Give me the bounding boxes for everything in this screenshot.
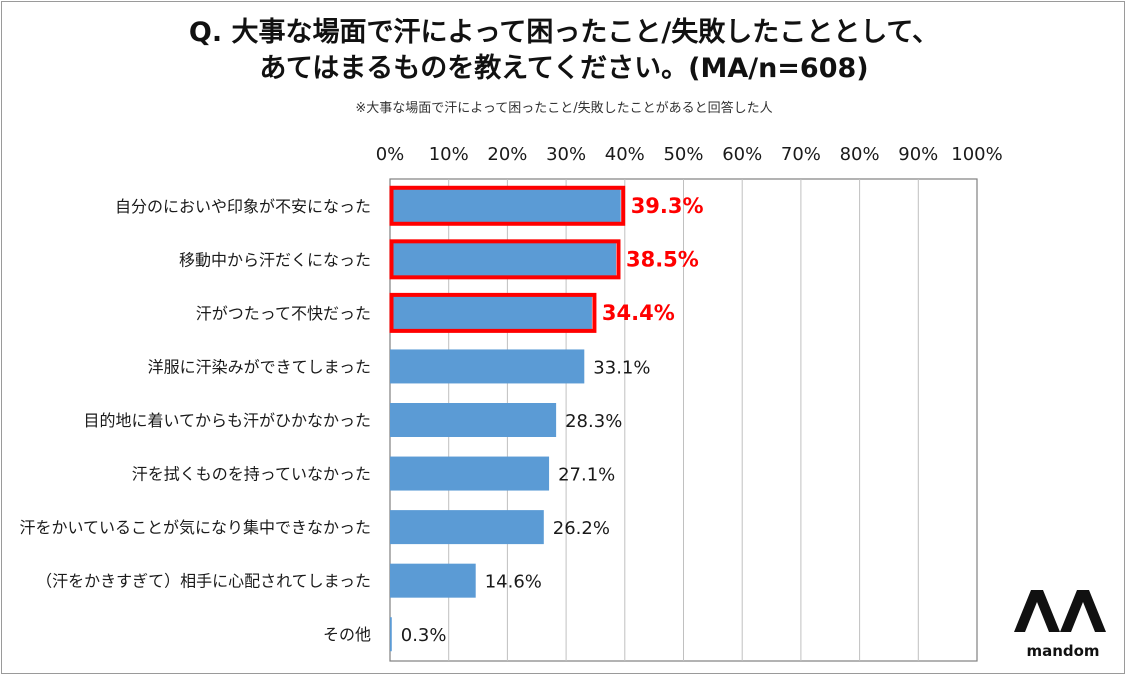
x-tick-label: 100%	[951, 144, 1002, 165]
category-label: その他	[323, 625, 371, 644]
data-label: 0.3%	[401, 625, 447, 646]
bar	[390, 563, 476, 598]
chart-title-line-1: Q. 大事な場面で汗によって困ったこと/失敗したこととして、	[188, 17, 940, 48]
data-label: 28.3%	[565, 411, 622, 432]
bar	[390, 510, 544, 545]
x-tick-label: 40%	[605, 144, 645, 165]
data-label: 38.5%	[626, 247, 699, 271]
x-tick-label: 70%	[781, 144, 821, 165]
bar	[390, 617, 392, 652]
x-tick-label: 10%	[429, 144, 469, 165]
category-label: （汗をかきすぎて）相手に心配されてしまった	[36, 572, 371, 591]
category-label: 移動中から汗だくになった	[179, 250, 371, 269]
x-tick-label: 30%	[546, 144, 586, 165]
category-label: 汗がつたって不快だった	[196, 304, 371, 323]
brand-name: mandom	[1026, 642, 1100, 660]
x-tick-label: 0%	[376, 144, 405, 165]
x-tick-label: 50%	[663, 144, 703, 165]
category-label: 目的地に着いてからも汗がひかなかった	[83, 411, 371, 430]
data-label: 14.6%	[485, 572, 542, 593]
bar-highlight-box	[389, 292, 597, 333]
data-label: 26.2%	[553, 518, 610, 539]
bar-highlight-box	[389, 185, 626, 226]
chart-title-line-2: あてはまるものを教えてください。(MA/n=608)	[259, 53, 869, 84]
bar	[390, 188, 621, 223]
bar	[390, 349, 585, 384]
bar	[390, 403, 557, 437]
bar	[390, 295, 592, 330]
category-label: 汗を拭くものを持っていなかった	[132, 465, 371, 484]
x-tick-label: 60%	[722, 144, 762, 165]
x-tick-label: 20%	[487, 144, 527, 165]
data-label: 34.4%	[602, 301, 675, 325]
category-label: 自分のにおいや印象が不安になった	[115, 197, 371, 216]
mandom-logo-icon	[1014, 590, 1106, 632]
data-label: 27.1%	[558, 465, 615, 486]
category-label: 洋服に汗染みができてしまった	[148, 357, 371, 376]
chart-note: ※大事な場面で汗によって困ったこと/失敗したことがあると回答した人	[355, 101, 773, 116]
bar-highlight-box	[389, 239, 621, 280]
bar	[390, 242, 616, 277]
data-label: 33.1%	[593, 357, 650, 378]
category-label: 汗をかいていることが気になり集中できなかった	[19, 518, 371, 537]
bar	[390, 456, 550, 491]
data-label: 39.3%	[631, 194, 704, 218]
x-tick-label: 80%	[840, 144, 880, 165]
x-tick-label: 90%	[898, 144, 938, 165]
